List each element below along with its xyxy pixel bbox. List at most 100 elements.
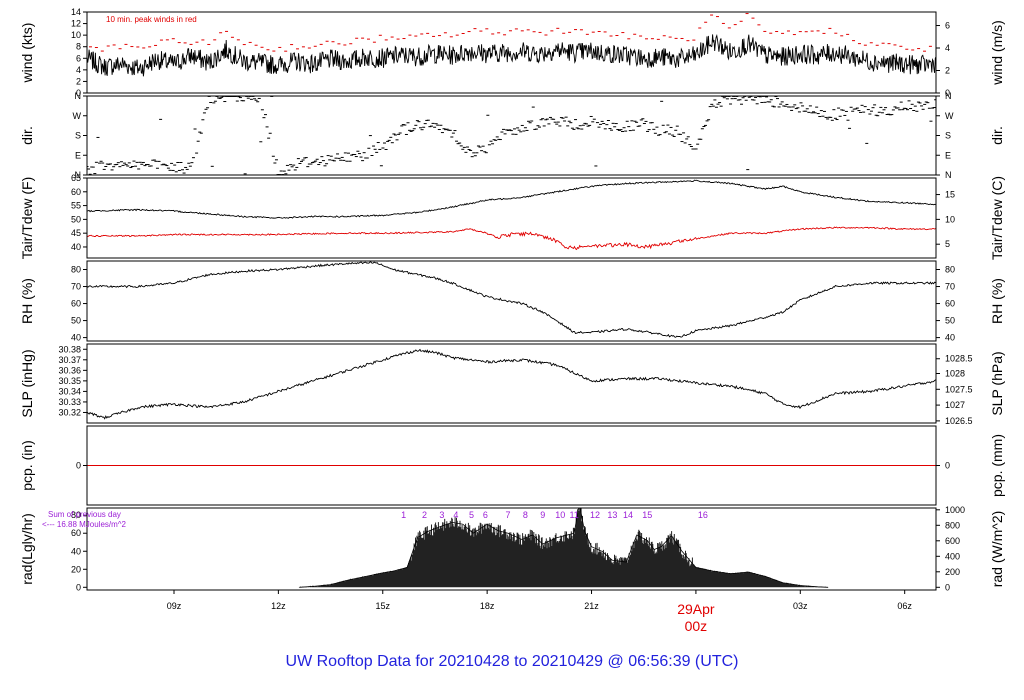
temp-line-2 xyxy=(87,226,936,251)
right-tick-label: 5 xyxy=(945,239,950,249)
left-tick-label: E xyxy=(75,150,81,160)
y-axis-label-right: SLP (hPa) xyxy=(989,351,1005,415)
right-tick-label: S xyxy=(945,131,951,141)
right-tick-label: 0 xyxy=(945,88,950,98)
left-tick-label: 8 xyxy=(76,42,81,52)
y-axis-label-left: wind (kts) xyxy=(19,23,35,84)
left-tick-label: 70 xyxy=(71,282,81,292)
left-tick-label: 12 xyxy=(71,19,81,29)
right-tick-label: 1028 xyxy=(945,368,965,378)
right-tick-label: W xyxy=(945,111,954,121)
temp-plot-area xyxy=(87,179,936,251)
hour-marker: 5 xyxy=(469,510,474,520)
y-axis-label-left: RH (%) xyxy=(19,278,35,324)
right-tick-label: 0 xyxy=(945,582,950,592)
left-tick-label: 30.34 xyxy=(58,386,81,396)
dir-plot-area xyxy=(87,96,936,175)
right-tick-label: 4 xyxy=(945,43,950,53)
left-tick-label: 40 xyxy=(71,546,81,556)
dir-frame xyxy=(86,95,937,176)
right-tick-label: E xyxy=(945,150,951,160)
panel-rh: 40 50 60 70 80 40 50 60 70 80 RH (%) RH (%) xyxy=(19,260,1005,343)
rh-line-1 xyxy=(87,261,936,338)
slp-line-1 xyxy=(87,348,936,420)
left-tick-label: N xyxy=(75,91,82,101)
left-tick-label: 50 xyxy=(71,214,81,224)
right-tick-label: N xyxy=(945,170,952,180)
right-tick-label: 40 xyxy=(945,333,955,343)
left-tick-label: 65 xyxy=(71,173,81,183)
hour-marker: 14 xyxy=(623,510,633,520)
right-tick-label: 70 xyxy=(945,282,955,292)
right-tick-label: 0 xyxy=(945,461,950,471)
right-tick-label: 50 xyxy=(945,316,955,326)
y-axis-label-left: dir. xyxy=(19,126,35,145)
hour-marker: 12 xyxy=(590,510,600,520)
left-tick-label: 60 xyxy=(71,187,81,197)
left-tick-label: 0 xyxy=(76,88,81,98)
wind-plot-area xyxy=(87,13,936,77)
hour-marker: 13 xyxy=(607,510,617,520)
y-axis-label-right: RH (%) xyxy=(989,278,1005,324)
panel-temp: 40 45 50 55 60 65 5 10 15 Tair/Tdew (F) Tair/Tdew … xyxy=(19,173,1005,260)
x-tick-label: 03z xyxy=(793,601,808,611)
left-tick-label: 2 xyxy=(76,76,81,86)
left-tick-label: 20 xyxy=(71,564,81,574)
day-marker-time: 00z xyxy=(685,618,708,634)
y-axis-label-right: Tair/Tdew (C) xyxy=(989,176,1005,260)
rad-frame xyxy=(86,507,937,591)
left-tick-label: 40 xyxy=(71,333,81,343)
left-tick-label: 30.36 xyxy=(58,365,81,375)
slp-frame xyxy=(86,343,937,424)
hour-marker: 10 xyxy=(555,510,565,520)
left-tick-label: 45 xyxy=(71,228,81,238)
y-axis-label-right: dir. xyxy=(989,126,1005,145)
left-tick-label: 0 xyxy=(76,582,81,592)
wind-line xyxy=(87,33,936,77)
x-tick-label: 18z xyxy=(480,601,495,611)
y-axis-label-left: Tair/Tdew (F) xyxy=(19,177,35,259)
x-tick-label: 12z xyxy=(271,601,286,611)
chart-title: UW Rooftop Data for 20210428 to 20210429… xyxy=(286,653,739,670)
left-tick-label: 6 xyxy=(76,53,81,63)
day-marker-date: 29Apr xyxy=(677,601,715,617)
rad-annotation-line2: <--- 16.88 MJoules/m^2 xyxy=(42,520,127,529)
x-tick-label: 09z xyxy=(167,601,182,611)
right-tick-label: 1027.5 xyxy=(945,384,973,394)
left-tick-label: 30.32 xyxy=(58,407,81,417)
left-tick-label: 30.37 xyxy=(58,355,81,365)
left-tick-label: 60 xyxy=(71,299,81,309)
left-tick-label: 10 xyxy=(71,30,81,40)
wind-frame xyxy=(86,11,937,94)
right-tick-label: 1000 xyxy=(945,505,965,515)
right-tick-label: 60 xyxy=(945,299,955,309)
wind-annotation: 10 min. peak winds in red xyxy=(106,15,197,24)
right-tick-label: N xyxy=(945,91,952,101)
temp-line-1 xyxy=(87,179,936,219)
wind-peaks xyxy=(88,13,932,52)
x-tick-label: 15z xyxy=(376,601,391,611)
hour-marker: 7 xyxy=(506,510,511,520)
left-tick-label: 30.38 xyxy=(58,344,81,354)
y-axis-label-left: pcp. (in) xyxy=(19,440,35,491)
rad-plot-area xyxy=(298,508,829,588)
right-tick-label: 2 xyxy=(945,66,950,76)
left-tick-label: 55 xyxy=(71,201,81,211)
rh-plot-area xyxy=(87,261,936,338)
rad-annotation-line1: Sum of previous day xyxy=(48,510,121,519)
left-tick-label: S xyxy=(75,131,81,141)
dir-marks xyxy=(87,96,936,175)
left-tick-label: N xyxy=(75,170,82,180)
temp-frame xyxy=(86,177,937,259)
right-tick-label: 400 xyxy=(945,551,960,561)
hour-marker: 1 xyxy=(401,510,406,520)
hour-marker: 2 xyxy=(422,510,427,520)
left-tick-label: 4 xyxy=(76,65,81,75)
left-tick-label: 60 xyxy=(71,528,81,538)
right-tick-label: 10 xyxy=(945,214,955,224)
right-tick-label: 80 xyxy=(945,265,955,275)
y-axis-label-left: rad(Lgly/hr) xyxy=(19,513,35,585)
